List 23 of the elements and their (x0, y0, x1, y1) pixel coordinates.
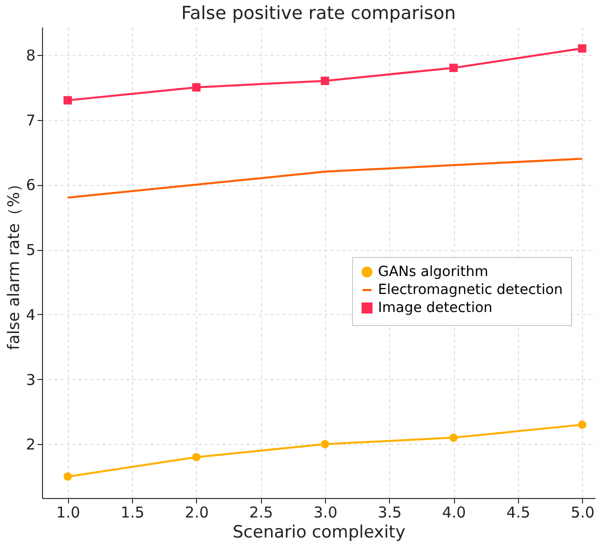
legend-label: Image detection (378, 300, 492, 316)
y-tick-label: 4 (26, 306, 36, 324)
y-axis-title: false alarm rate（%） (4, 176, 23, 350)
x-tick-label: 4.5 (506, 504, 530, 522)
y-tick-label: 2 (26, 436, 36, 454)
x-tick-label: 1.5 (120, 504, 144, 522)
y-tick-label: 7 (26, 111, 36, 130)
x-axis-title: Scenario complexity (232, 522, 406, 542)
line-series (66, 158, 584, 199)
legend-label: GANs algorithm (378, 264, 488, 280)
y-tick-label: 8 (26, 46, 36, 64)
y-tick-label: 5 (26, 241, 36, 260)
x-tick-label: 3.0 (314, 504, 338, 522)
x-tick-label: 3.5 (378, 504, 402, 522)
y-tick-label: 6 (26, 176, 36, 194)
legend-label: Electromagnetic detection (378, 282, 563, 298)
x-tick-label: 4.0 (442, 504, 466, 522)
x-tick-label: 5.0 (570, 504, 595, 522)
y-tick-label: 3 (26, 370, 36, 389)
chart-title: False positive rate comparison (181, 3, 456, 24)
x-tick-label: 2.0 (184, 504, 209, 522)
x-tick-label: 2.5 (249, 504, 274, 522)
x-tick-label: 1.0 (56, 504, 80, 522)
